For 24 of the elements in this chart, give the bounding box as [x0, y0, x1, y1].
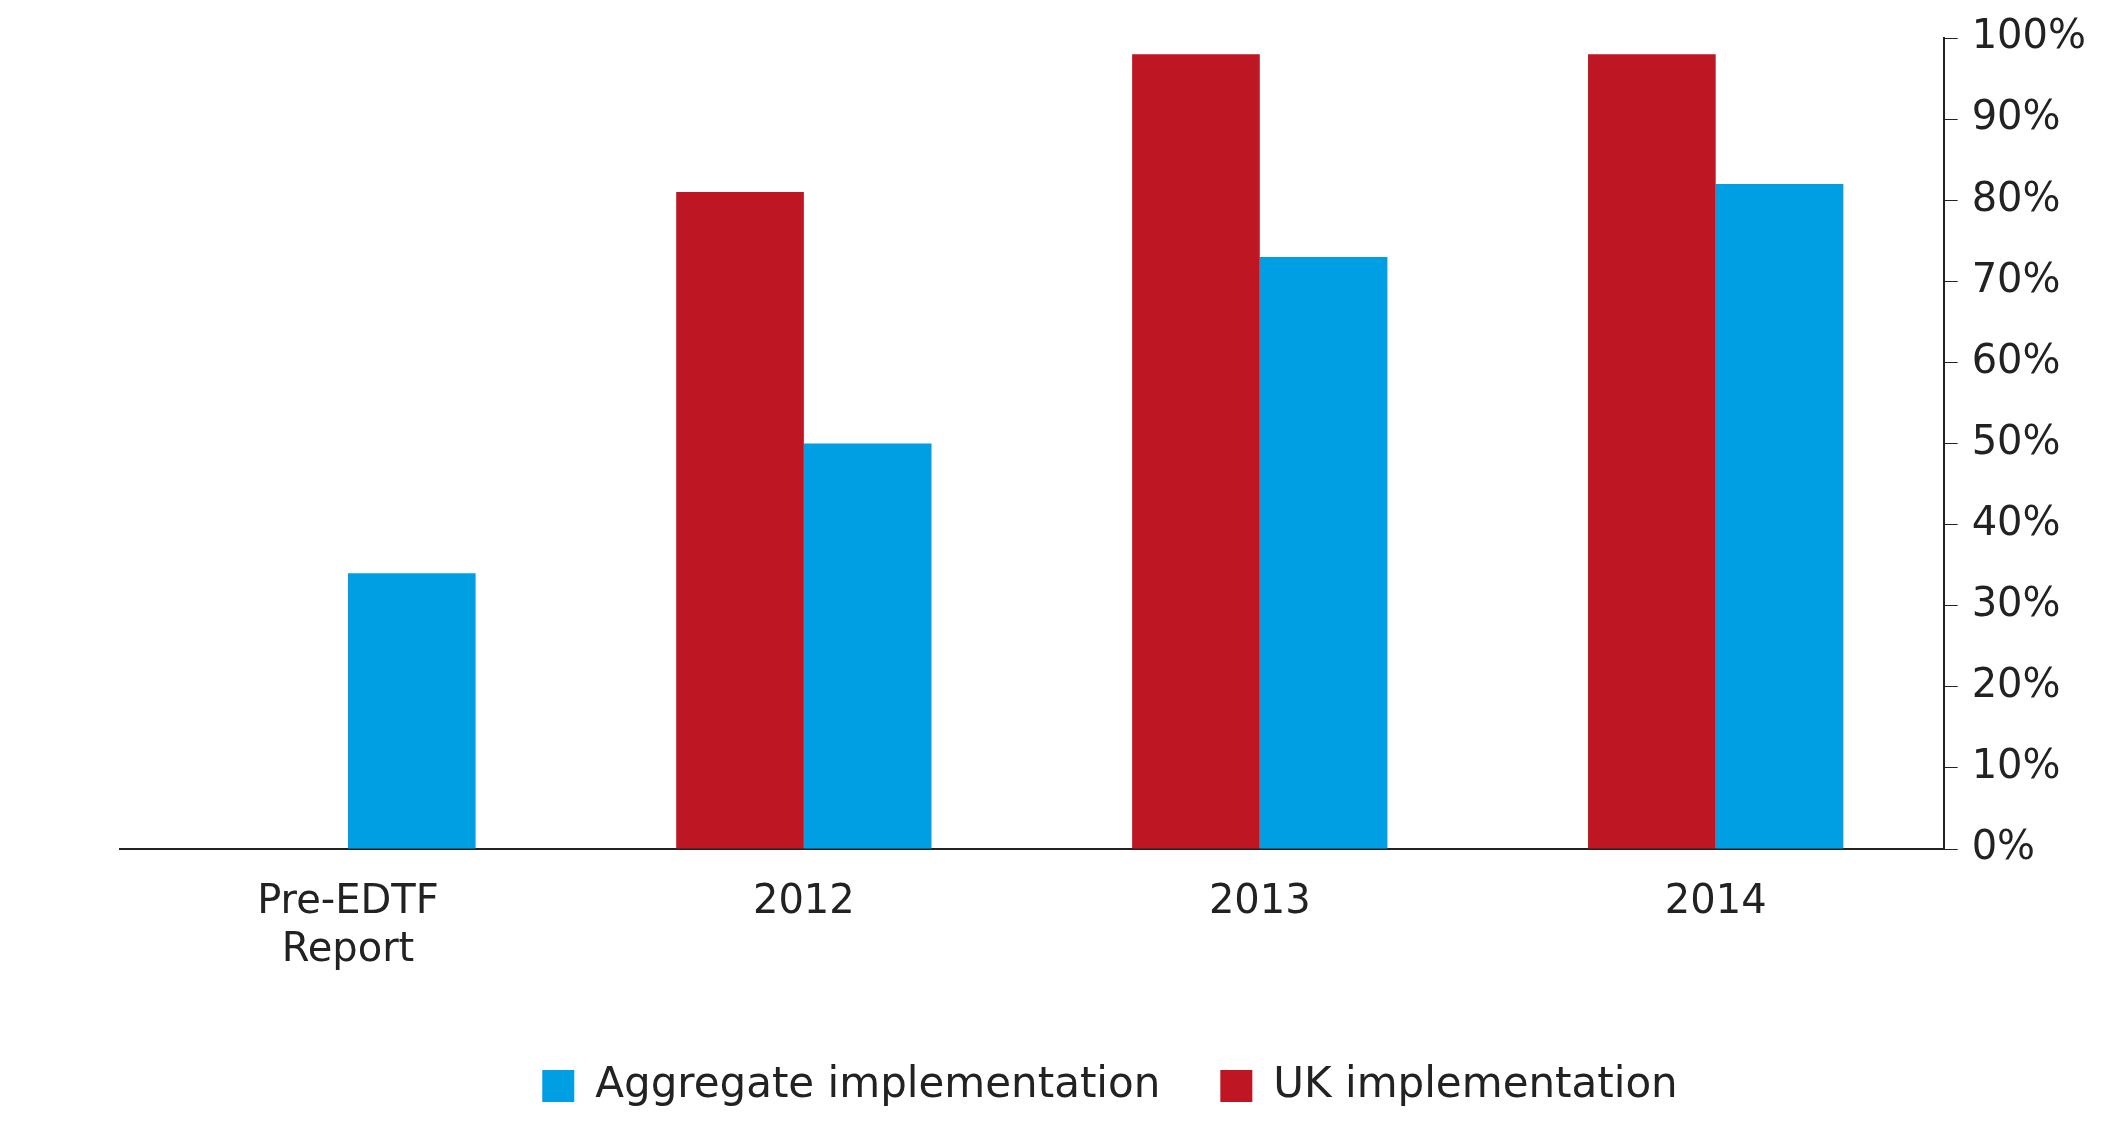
y-tick-label: 20%	[1971, 660, 2061, 707]
y-tick-label: 90%	[1971, 92, 2061, 139]
x-tick-label: 2014	[1664, 876, 1767, 923]
y-tick-label: 60%	[1971, 335, 2061, 382]
legend-label: Aggregate implementation	[595, 1057, 1161, 1107]
bar	[1715, 183, 1844, 849]
bar	[347, 573, 476, 849]
bar	[1588, 54, 1716, 849]
y-tick-label: 30%	[1971, 579, 2061, 626]
y-tick-label: 100%	[1971, 11, 2086, 58]
y-tick-label: 80%	[1971, 173, 2061, 220]
y-tick-label: 50%	[1971, 416, 2061, 463]
bar	[1132, 54, 1260, 849]
bar	[676, 192, 804, 849]
bar	[1259, 256, 1388, 849]
y-tick-label: 10%	[1971, 741, 2061, 788]
x-tick-label: Pre-EDTF Report	[257, 876, 439, 971]
y-tick-label: 40%	[1971, 497, 2061, 544]
x-tick-label: 2012	[752, 876, 855, 923]
y-tick-label: 70%	[1971, 254, 2061, 301]
y-tick-label: 0%	[1971, 822, 2036, 869]
x-tick-label: 2013	[1208, 876, 1311, 923]
bar	[803, 443, 932, 849]
legend-label: UK implementation	[1273, 1057, 1678, 1107]
